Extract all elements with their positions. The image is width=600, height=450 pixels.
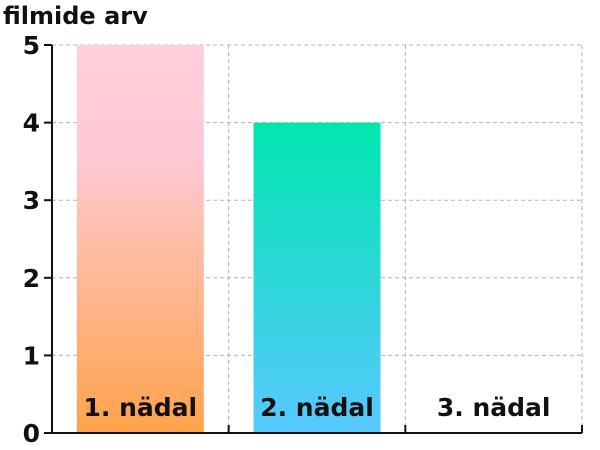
y-tick-label-3: 3 xyxy=(23,186,40,215)
labels: 0 1 2 3 4 5 1. nädal 2. nädal 3. nädal xyxy=(23,31,551,448)
bar-1 xyxy=(76,45,204,433)
category-label-2: 2. nädal xyxy=(260,393,374,422)
y-tick-label-0: 0 xyxy=(23,419,40,448)
category-label-3: 3. nädal xyxy=(437,393,551,422)
y-tick-label-5: 5 xyxy=(23,31,40,60)
y-tick-label-1: 1 xyxy=(23,341,40,370)
y-axis-title: filmide arv xyxy=(3,2,148,30)
bar-2 xyxy=(253,122,381,433)
axes xyxy=(44,44,583,434)
y-tick-label-4: 4 xyxy=(23,109,40,138)
category-label-1: 1. nädal xyxy=(84,393,198,422)
grid-lines xyxy=(52,44,583,433)
bars xyxy=(76,45,381,433)
y-tick-label-2: 2 xyxy=(23,264,40,293)
